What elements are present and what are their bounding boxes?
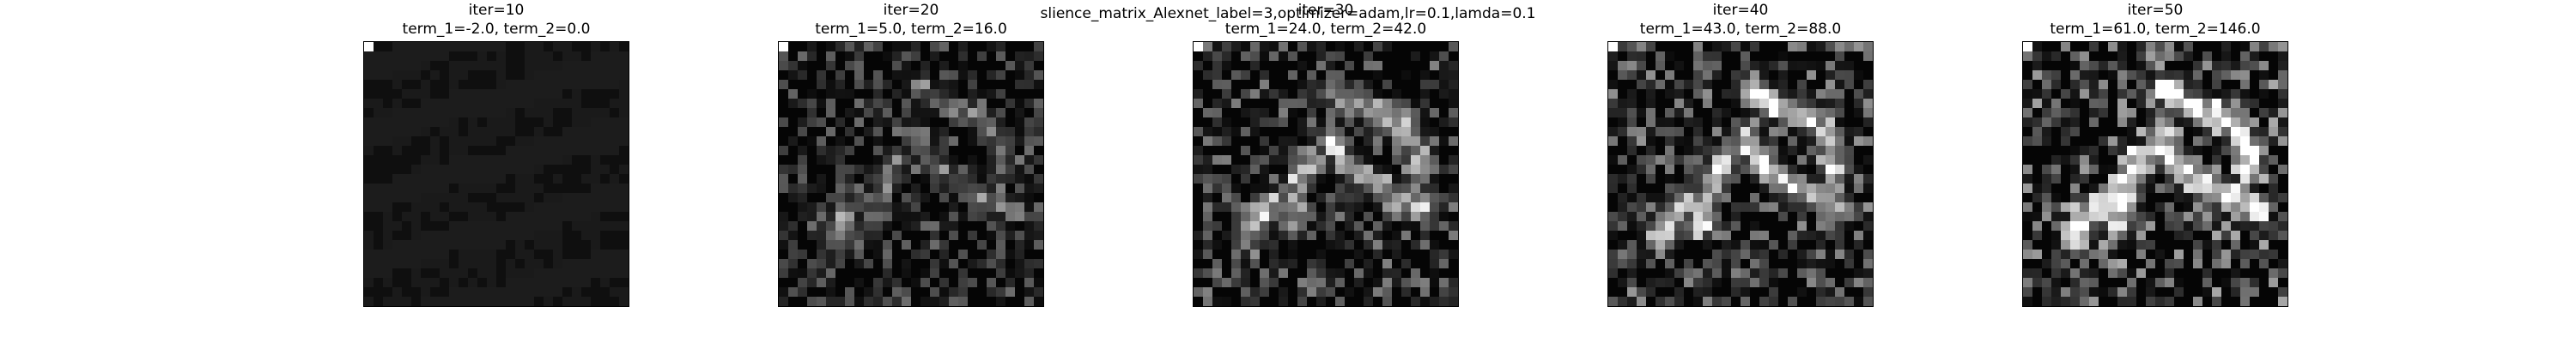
panel-iter-title: iter=40 [1712,2,1769,19]
figure-suptitle: slience_matrix_Alexnet_label=3,optimizer… [1040,5,1536,22]
panel-iter-20: iter=20 term_1=5.0, term_2=16.0 [778,0,1044,343]
panel-iter-title: iter=50 [2127,2,2184,19]
panel-terms-title: term_1=61.0, term_2=146.0 [2050,21,2261,38]
panel-iter-40: iter=40 term_1=43.0, term_2=88.0 [1607,0,1874,343]
saliency-map-image [363,41,629,307]
panel-iter-10: iter=10 term_1=-2.0, term_2=0.0 [363,0,629,343]
panel-iter-title: iter=20 [883,2,939,19]
saliency-map-image [2022,41,2288,307]
panel-iter-30: iter=30 term_1=24.0, term_2=42.0 [1193,0,1459,343]
panel-terms-title: term_1=5.0, term_2=16.0 [815,21,1007,38]
panel-iter-50: iter=50 term_1=61.0, term_2=146.0 [2022,0,2288,343]
panel-terms-title: term_1=43.0, term_2=88.0 [1639,21,1842,38]
panel-iter-title: iter=30 [1297,2,1354,19]
saliency-map-image [1193,41,1459,307]
saliency-map-image [778,41,1044,307]
panel-terms-title: term_1=24.0, term_2=42.0 [1224,21,1427,38]
panel-terms-title: term_1=-2.0, term_2=0.0 [402,21,591,38]
panel-iter-title: iter=10 [468,2,525,19]
saliency-map-image [1607,41,1874,307]
